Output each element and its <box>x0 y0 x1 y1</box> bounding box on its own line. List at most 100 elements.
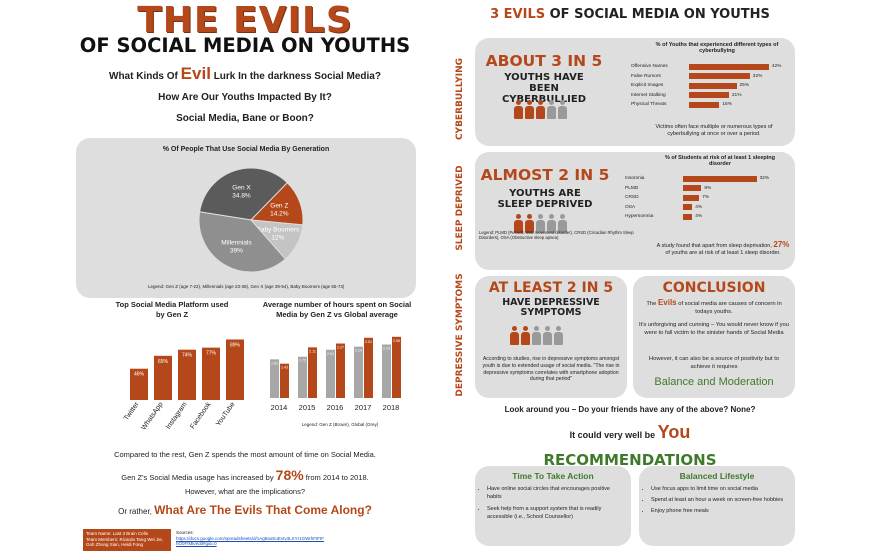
hours-bar-genz <box>308 347 317 398</box>
platform-bar <box>226 339 244 400</box>
q1-post: Lurk In the darkness Social Media? <box>210 71 381 82</box>
hours-bar-global <box>354 346 363 398</box>
rec-left-list: Have online social circles that encourag… <box>487 486 625 522</box>
pie-panel: % Of People That Use Social Media By Gen… <box>76 138 416 298</box>
person-icon <box>536 214 545 233</box>
hbar-value-label: 7% <box>702 195 710 201</box>
conclusion-p1: The Evils of social media are causes of … <box>639 298 789 316</box>
person-icon <box>532 326 541 345</box>
hbar-row: OSA 4% <box>625 203 790 213</box>
sleep-people <box>513 214 568 238</box>
conclusion-title: CONCLUSION <box>662 280 766 296</box>
cyber-big: ABOUT 3 IN 5 <box>485 52 603 70</box>
sleep-note-pre: A study found that apart from sleep depr… <box>656 243 774 249</box>
platform-bar <box>202 347 220 400</box>
platform-bar-chart: 46% Twitter 65% WhatsApp 74% Instagram 77% Face… <box>123 339 244 432</box>
hbar-bar <box>689 63 769 70</box>
hbar-category-label: PLMD <box>625 185 639 191</box>
hbar-bar <box>689 73 750 80</box>
question-3: Social Media, Bane or Boon? <box>176 113 314 124</box>
hbar-category-label: Internet Stalking <box>631 92 666 98</box>
hbar-bar <box>683 175 757 182</box>
hours-bar-genz <box>364 337 373 398</box>
pie-legend: Legend: Gen Z (age 7-22), Millennials (a… <box>148 284 345 289</box>
question-1: What Kinds Of Evil Lurk In the darkness … <box>60 64 430 84</box>
rec-right-item: Spend at least an hour a week on screen-… <box>651 497 789 505</box>
person-icon <box>558 100 567 119</box>
summary-line-3: However, what are the implications? <box>184 487 306 496</box>
platform-bar-label: 74% <box>182 353 193 359</box>
conclusion-panel: CONCLUSION The Evils of social media are… <box>633 276 795 398</box>
hbar-row: Insomnia 32% <box>625 174 790 184</box>
cyberbullying-panel: ABOUT 3 IN 5 YOUTHS HAVE BEEN CYBERBULLI… <box>475 38 795 146</box>
rec-left-item: Seek help from a support system that is … <box>487 506 625 522</box>
pie-slice-value: 39% <box>230 247 243 254</box>
could-be-you: It could very well be You <box>450 422 810 443</box>
hbar-value-label: 4% <box>695 204 703 210</box>
sleep-sub: YOUTHS ARE SLEEP DEPRIVED <box>497 188 593 210</box>
left-title-line1: THE EVILS <box>137 0 353 41</box>
hbar-category-label: CRSD <box>625 195 639 201</box>
hours-bar-genz <box>336 343 345 398</box>
person-icon <box>547 100 556 119</box>
hours-bar-global <box>382 344 391 398</box>
platform-bar-label: 65% <box>158 359 169 365</box>
platform-category-label: Facebook <box>189 401 213 431</box>
person-icon <box>536 100 545 119</box>
conclusion-p3: However, it can also be a source of posi… <box>648 356 780 370</box>
hbar-row: CRSD 7% <box>625 193 790 203</box>
could-you: You <box>657 422 691 442</box>
hbar-value-label: 8% <box>704 185 712 191</box>
hbar-category-label: False Rumors <box>631 73 661 79</box>
person-icon <box>525 214 534 233</box>
hours-bar-label: 2.55 <box>393 339 400 343</box>
platform-category-label: Twitter <box>123 401 141 422</box>
sources-label: Sources: <box>176 530 194 535</box>
platform-bar-label: 46% <box>134 372 145 378</box>
left-poster: THE EVILS OF SOCIAL MEDIA ON YOUTHS What… <box>60 0 430 551</box>
hours-bar-genz <box>392 336 401 398</box>
side-label-depressive: DEPRESSIVE SYMPTOMS <box>455 273 465 397</box>
hbar-row: Internet Stalking 21% <box>631 91 791 101</box>
conclusion-p1-post: of social media are causes of concern in… <box>676 301 782 315</box>
conclusion-p2: It's unforgiving and cunning – You would… <box>639 322 789 336</box>
summary4-big: What Are The Evils That Come Along? <box>154 503 372 517</box>
pie-slice <box>198 211 287 273</box>
hbar-category-label: Hypersomnia <box>625 214 654 220</box>
pie-title: % Of People That Use Social Media By Gen… <box>162 146 330 153</box>
hbar-bar <box>689 101 720 108</box>
sleep-chart-title: % of Students at risk of at least 1 slee… <box>664 155 776 167</box>
hours-bar-label: 2.01 <box>327 352 334 356</box>
hours-bar-genz <box>280 363 289 398</box>
dep-people <box>509 326 564 350</box>
sleep-panel: ALMOST 2 IN 5 YOUTHS ARE SLEEP DEPRIVED … <box>475 152 795 270</box>
sleep-note-pct: 27% <box>773 240 790 249</box>
hbar-bar <box>683 213 693 220</box>
hbar-category-label: Offensive Names <box>631 64 668 70</box>
pie-slice-value: 34.8% <box>232 192 251 199</box>
summary2-pct: 78% <box>275 467 304 483</box>
right-title-num: 3 EVILS <box>490 7 546 22</box>
rec-right-panel: Balanced Lifestyle Use focus apps to lim… <box>639 466 795 546</box>
q1-evil: Evil <box>180 64 211 83</box>
platform-bar <box>154 355 172 400</box>
hbar-bar <box>683 194 700 201</box>
summary2-post: from 2014 to 2018. <box>303 473 369 482</box>
person-icon <box>547 214 556 233</box>
hbar-row: Hypersomnia 4% <box>625 212 790 222</box>
person-icon <box>514 100 523 119</box>
conclusion-p4: Balance and Moderation <box>654 376 774 388</box>
summary2-pre: Gen Z's Social Media usage has increased… <box>121 473 276 482</box>
platform-category-label: YouTube <box>215 401 237 428</box>
hbar-value-label: 21% <box>731 92 742 98</box>
hbar-bar <box>689 92 729 99</box>
pie-slice-label: Gen X <box>232 184 251 191</box>
rec-right-item: Enjoy phone free meals <box>651 508 789 516</box>
hbar-row: Explicit Images 25% <box>631 81 791 91</box>
hbar-value-label: 42% <box>771 64 782 70</box>
sources-link[interactable]: https://docs.google.com/spreadsheets/d/1… <box>176 535 324 547</box>
right-title: 3 EVILS OF SOCIAL MEDIA ON YOUTHS <box>450 7 810 22</box>
cyber-chart-title: % of Youths that experienced different t… <box>655 42 779 54</box>
summary4-pre: Or rather, <box>118 507 155 516</box>
summary-line-1: Compared to the rest, Gen Z spends the m… <box>114 450 376 459</box>
